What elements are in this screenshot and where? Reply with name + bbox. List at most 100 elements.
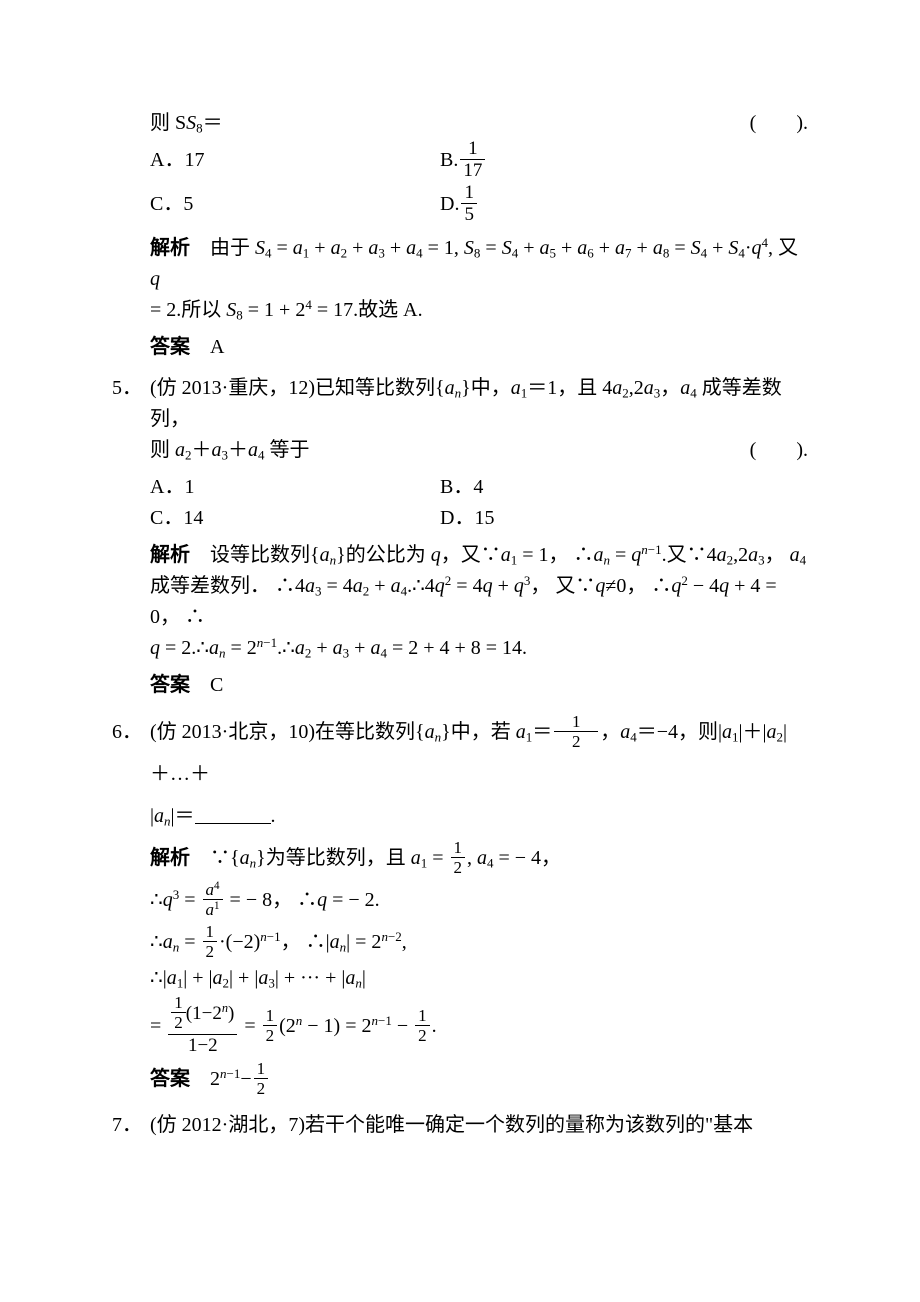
text: 则 S: [150, 112, 186, 134]
t: 由于: [190, 237, 255, 259]
t: ＝: [532, 721, 552, 743]
paren-blank: ( ).: [750, 435, 808, 466]
t: +: [349, 637, 370, 659]
t: =: [150, 1015, 166, 1037]
d: 2: [203, 941, 218, 960]
t: ≠0， ∴: [605, 575, 671, 597]
q5-body: (仿 2013·重庆，12)已知等比数列{an}中，a1＝1，且 4a2,2a3…: [150, 373, 808, 435]
q5-number: 5．: [112, 373, 150, 404]
t: +: [632, 237, 653, 259]
q5-sol-l3: q = 2.∴an = 2n−1.∴a2 + a3 + a4 = 2 + 4 +…: [150, 633, 808, 664]
q4-stem-line: 则 SS8＝ ( ).: [150, 108, 808, 139]
t: ，: [600, 721, 620, 743]
q4-optD: D.15: [440, 183, 808, 227]
q6-sol-l5: = 12(1−2n)1−2 = 12(2n − 1) = 2n−1 − 12.: [150, 994, 808, 1058]
t: ， 又∵: [530, 575, 595, 597]
q5-answer: 答案 C: [150, 670, 808, 701]
t: = 17.故选 A.: [312, 299, 423, 321]
t: ＝−4，则|: [637, 721, 722, 743]
t: = 4: [322, 575, 353, 597]
d: a1: [203, 899, 223, 918]
td: a: [206, 900, 215, 919]
ans-label: 答案: [150, 336, 190, 358]
q4-solution-l1: 解析 由于 S4 = a1 + a2 + a3 + a4 = 1, S8 = S…: [150, 233, 808, 295]
t: +: [369, 575, 390, 597]
t: .: [271, 805, 276, 827]
t: | + ··· + |: [275, 967, 346, 989]
t: =: [179, 889, 200, 911]
q4-optC: C．5: [150, 183, 440, 227]
t: − 4: [688, 575, 719, 597]
q6-sol-l1: 解析 ∵{an}为等比数列，且 a1 = 12, a4 = − 4，: [150, 837, 808, 879]
q5-optB: B．4: [440, 472, 808, 503]
q5-sol-l1: 解析 设等比数列{an}的公比为 q，又∵a1 = 1， ∴an = qn−1.…: [150, 540, 808, 571]
q6-sol-l3: ∴an = 12·(−2)n−1， ∴|an| = 2n−2,: [150, 921, 808, 963]
t: = 2.∴: [160, 637, 209, 659]
q5-optA: A．1: [150, 472, 440, 503]
t: , 又: [768, 237, 798, 259]
t: }的公比为: [336, 544, 431, 566]
q5-stem-l1: 5． (仿 2013·重庆，12)已知等比数列{an}中，a1＝1，且 4a2,…: [112, 373, 808, 435]
t: +: [518, 237, 539, 259]
q4-optA: A．17: [150, 139, 440, 183]
big-frac-den: 1−2: [168, 1034, 237, 1055]
t: ·(−2): [219, 931, 260, 953]
sol-label: 解析: [150, 237, 190, 259]
q7-stem: 7． (仿 2012·湖北，7)若干个能唯一确定一个数列的量称为该数列的"基本: [112, 1110, 808, 1141]
q4-solution-l2: = 2.所以 S8 = 1 + 24 = 17.故选 A.: [150, 295, 808, 326]
t: =: [239, 1015, 260, 1037]
t: +: [347, 237, 368, 259]
sol-label: 解析: [150, 544, 190, 566]
t: 2: [634, 377, 644, 399]
n: 1: [415, 1007, 430, 1025]
t: +: [311, 637, 332, 659]
d: 2: [415, 1025, 430, 1044]
label: B.: [440, 149, 458, 171]
ans-label: 答案: [150, 1068, 190, 1090]
d: 2: [171, 1012, 186, 1031]
q6-stem-l2: |an|＝.: [150, 795, 808, 837]
t: − 1) = 2: [302, 1015, 371, 1037]
t: ，: [765, 544, 790, 566]
t: (1−2: [186, 1003, 222, 1024]
t: }中，: [461, 377, 511, 399]
q5-optC: C．14: [150, 503, 440, 534]
t: =: [179, 931, 200, 953]
t: =: [427, 847, 448, 869]
paren-blank: ( ).: [750, 108, 808, 139]
t: .又∵4: [662, 544, 717, 566]
t: ,: [467, 847, 477, 869]
t: ＋: [228, 439, 248, 461]
q4-options-row2: C．5 D.15: [150, 183, 808, 227]
t: 设等比数列{: [190, 544, 320, 566]
d: 2: [263, 1025, 278, 1044]
label: D.: [440, 193, 459, 215]
q5-stem-l2: 则 a2＋a3＋a4 等于 ( ).: [150, 435, 808, 466]
t: (仿 2013·重庆，12)已知等比数列{: [150, 377, 445, 399]
t: =: [669, 237, 690, 259]
t: = 1 + 2: [243, 299, 306, 321]
q4-options-row1: A．17 B.117: [150, 139, 808, 183]
t: ∴: [150, 889, 163, 911]
tn: a: [206, 880, 215, 899]
t: ·: [745, 237, 752, 259]
n: 1: [263, 1007, 278, 1025]
t: =: [610, 544, 631, 566]
q6-answer: 答案 2n−1−12: [150, 1058, 808, 1100]
q6-body: (仿 2013·北京，10)在等比数列{an}中，若 a1＝12，a4＝−4，则…: [150, 711, 808, 795]
t: = − 2.: [327, 889, 380, 911]
t: +: [594, 237, 615, 259]
t: 成等差数列． ∴4: [150, 575, 305, 597]
t: = 1， ∴: [517, 544, 593, 566]
t: |＝: [171, 805, 195, 827]
sol-label: 解析: [150, 847, 190, 869]
q4-answer: 答案 A: [150, 332, 808, 363]
t: 2: [190, 1068, 220, 1090]
t: = 1,: [423, 237, 464, 259]
t: = 2 + 4 + 8 = 14.: [387, 637, 527, 659]
t: .∴: [277, 637, 295, 659]
q5-sol-l2: 成等差数列． ∴4a3 = 4a2 + a4.∴4q2 = 4q + q3， 又…: [150, 571, 808, 633]
t: .∴4: [407, 575, 435, 597]
t: | + |: [229, 967, 258, 989]
n: 1: [554, 713, 598, 731]
